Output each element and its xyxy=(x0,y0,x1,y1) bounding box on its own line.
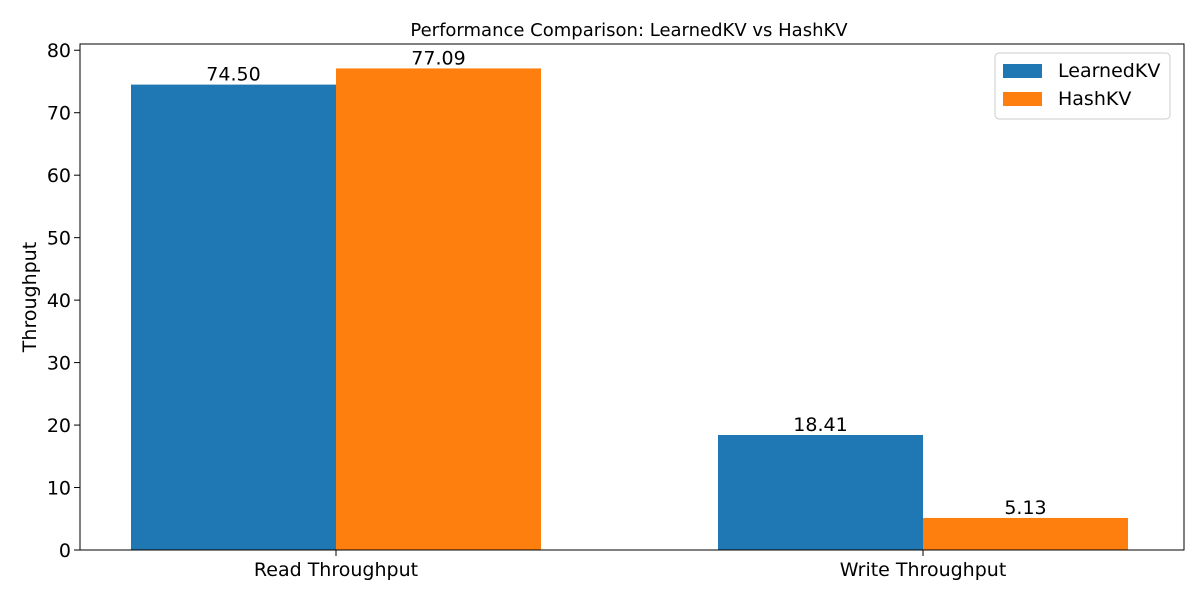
y-tick-label: 80 xyxy=(47,40,71,62)
legend-label-hashkv: HashKV xyxy=(1058,88,1131,110)
y-axis-label: Throughput xyxy=(19,242,41,353)
x-tick-label: Read Throughput xyxy=(254,559,418,581)
bar-hashkv-0 xyxy=(336,68,541,551)
legend-swatch-learnedkv xyxy=(1003,64,1042,78)
legend-swatch-hashkv xyxy=(1003,92,1042,106)
y-tick-label: 20 xyxy=(47,415,71,437)
y-tick-label: 30 xyxy=(47,353,71,375)
y-tick-label: 10 xyxy=(47,478,71,500)
x-tick-label: Write Throughput xyxy=(840,559,1007,581)
bar-learnedkv-1 xyxy=(718,434,923,550)
bar-learnedkv-0 xyxy=(131,84,336,551)
y-tick-label: 40 xyxy=(47,290,71,312)
y-tick-label: 0 xyxy=(59,540,71,562)
data-label: 5.13 xyxy=(1004,497,1046,519)
bar-hashkv-1 xyxy=(923,517,1128,550)
y-tick-label: 70 xyxy=(47,103,71,125)
chart-title: Performance Comparison: LearnedKV vs Has… xyxy=(410,20,848,41)
axes-frame xyxy=(79,43,1185,551)
data-label: 74.50 xyxy=(206,64,260,86)
data-label: 18.41 xyxy=(793,414,847,436)
y-tick-label: 60 xyxy=(47,165,71,187)
plot-area: 74.50 18.41 77.09 5.13 0 10 20 30 40 50 60 70 80 Read… xyxy=(47,40,1185,581)
legend-label-learnedkv: LearnedKV xyxy=(1058,60,1160,82)
y-tick-label: 50 xyxy=(47,228,71,250)
data-label: 77.09 xyxy=(411,47,465,69)
